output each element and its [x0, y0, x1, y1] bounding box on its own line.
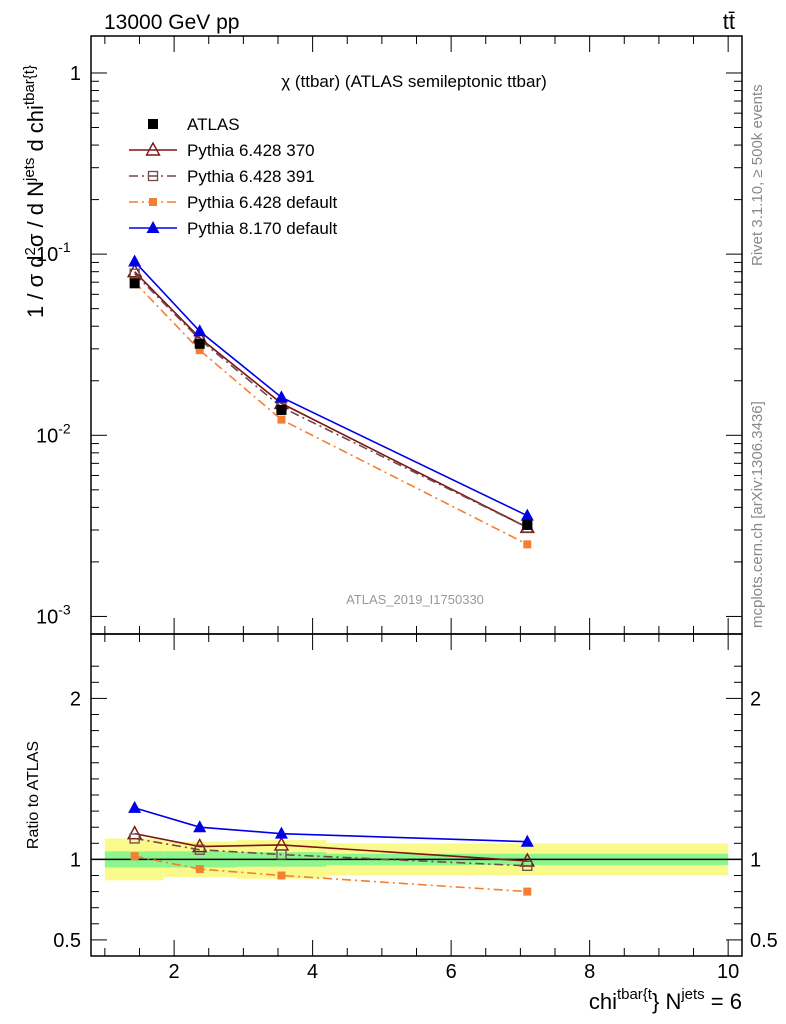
- y-tick-label: 10-3: [36, 601, 71, 628]
- data-point-atlas: [276, 404, 287, 415]
- data-point-pythia-8-170-default: [128, 254, 142, 267]
- legend-label-pythia-6-428-370: Pythia 6.428 370: [187, 141, 315, 160]
- ratio-line-pythia-6-428-default: [134, 855, 528, 893]
- ratio-point-pythia-6-428-default: [195, 865, 204, 874]
- legend-marker-atlas: [148, 119, 158, 129]
- legend-label-atlas: ATLAS: [187, 115, 240, 134]
- legend-marker-pythia-8-170-default: [146, 221, 160, 233]
- legend-label-pythia-8-170-default: Pythia 8.170 default: [187, 219, 338, 238]
- x-tick-label: 2: [169, 961, 180, 983]
- ratio-point-pythia-6-428-391: [129, 833, 140, 844]
- plot-title: χ (ttbar) (ATLAS semileptonic ttbar): [281, 72, 547, 91]
- ratio-point-pythia-8-170-default: [520, 834, 534, 847]
- series-line-pythia-6-428-391: [134, 273, 528, 529]
- series-line-pythia-6-428-370: [134, 271, 528, 529]
- ratio-point-pythia-6-428-default: [523, 887, 532, 896]
- main-y-axis-label: 1 / σ d2σ / d Njets d chitbar{t}: [21, 65, 48, 318]
- ratio-plot-panel: 0.5 0.5 1 1 2 2 2 4 6 8 10: [53, 633, 778, 983]
- ratio-y-tick-label: 0.5: [53, 930, 81, 952]
- y-tick-label: 1: [70, 63, 81, 85]
- ratio-point-pythia-8-170-default: [193, 820, 207, 833]
- ratio-panel-frame: [90, 633, 743, 957]
- legend-marker-pythia-6-428-370: [145, 141, 161, 156]
- mcplots-label: mcplots.cern.ch [arXiv:1306.3436]: [749, 401, 766, 628]
- ratio-y-tick-label-right: 0.5: [750, 930, 778, 952]
- process-label: tt̄: [723, 9, 735, 34]
- data-point-pythia-6-428-370: [126, 263, 143, 278]
- ratio-line-pythia-8-170-default: [134, 807, 528, 843]
- x-tick-label: 6: [446, 961, 457, 983]
- series-line-pythia-6-428-default: [134, 281, 528, 546]
- ratio-point-pythia-8-170-default: [128, 800, 142, 813]
- ratio-point-pythia-6-428-370: [519, 852, 535, 867]
- analysis-watermark: ATLAS_2019_I1750330: [346, 592, 484, 607]
- x-axis-label: chitbar{t} Njets = 6: [589, 986, 742, 1014]
- ratio-point-pythia-6-428-391: [194, 844, 205, 855]
- y-tick-label: 10-1: [36, 239, 71, 266]
- data-point-atlas: [194, 338, 205, 349]
- ratio-y-axis-label: Ratio to ATLAS: [25, 741, 42, 849]
- ratio-point-pythia-8-170-default: [274, 826, 288, 839]
- ratio-point-pythia-6-428-391: [276, 849, 287, 860]
- data-point-pythia-8-170-default: [520, 508, 534, 521]
- legend-marker-pythia-6-428-391: [147, 170, 159, 182]
- data-point-pythia-6-428-default: [523, 540, 532, 549]
- ratio-point-pythia-6-428-391: [522, 860, 533, 871]
- data-point-pythia-6-428-default: [277, 415, 286, 424]
- y-tick-label: 10-2: [36, 420, 71, 447]
- energy-label: 13000 GeV pp: [104, 11, 239, 34]
- data-point-atlas: [129, 278, 140, 289]
- x-tick-label: 8: [584, 961, 595, 983]
- legend-label-pythia-6-428-391: Pythia 6.428 391: [187, 167, 315, 186]
- ratio-point-pythia-6-428-default: [130, 852, 139, 861]
- data-point-pythia-8-170-default: [193, 324, 207, 337]
- ratio-point-pythia-6-428-default: [277, 871, 286, 880]
- ratio-y-tick-label-right: 1: [750, 849, 761, 871]
- x-tick-label: 4: [307, 961, 318, 983]
- ratio-y-tick-label: 2: [70, 688, 81, 710]
- series-line-pythia-8-170-default: [134, 261, 528, 517]
- x-tick-label: 10: [717, 961, 739, 983]
- data-point-pythia-6-428-391: [129, 268, 140, 279]
- ratio-y-tick-label: 1: [70, 849, 81, 871]
- ratio-line-pythia-6-428-370: [134, 832, 528, 862]
- rivet-label: Rivet 3.1.10, ≥ 500k events: [749, 84, 766, 266]
- legend-marker-pythia-6-428-default: [149, 198, 157, 206]
- ratio-line-pythia-6-428-391: [134, 837, 528, 867]
- data-point-pythia-6-428-default: [195, 346, 204, 355]
- ratio-y-tick-label-right: 2: [750, 688, 761, 710]
- legend-label-pythia-6-428-default: Pythia 6.428 default: [187, 193, 338, 212]
- main-plot-panel: 1 10-1 10-2 10-3 ATLAS Pythia 6.428 370 Pythia…: [36, 35, 743, 635]
- data-point-atlas: [522, 519, 533, 530]
- data-point-pythia-8-170-default: [274, 390, 288, 403]
